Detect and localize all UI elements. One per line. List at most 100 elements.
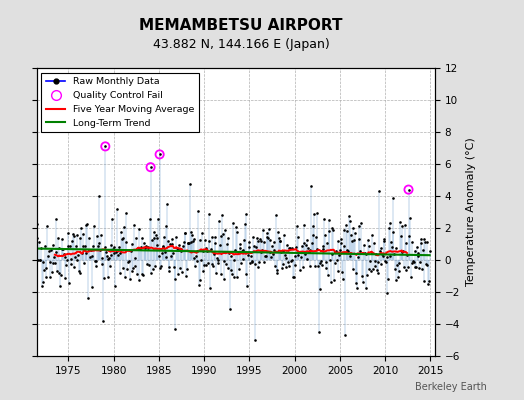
Point — [206, 246, 215, 252]
Point — [125, 258, 134, 264]
Point — [346, 253, 355, 260]
Point — [63, 257, 71, 263]
Point — [110, 250, 118, 256]
Point — [152, 242, 161, 248]
Point — [102, 249, 110, 255]
Point — [51, 216, 60, 222]
Point — [96, 232, 105, 238]
Point — [324, 216, 333, 223]
Point — [310, 211, 319, 217]
Point — [307, 183, 315, 190]
Point — [381, 258, 389, 264]
Point — [415, 265, 423, 271]
Point — [401, 239, 410, 246]
Point — [309, 223, 317, 230]
Point — [395, 260, 403, 266]
Point — [347, 232, 355, 238]
Point — [280, 232, 288, 238]
Point — [153, 234, 161, 241]
Point — [399, 248, 408, 254]
Point — [151, 232, 160, 238]
Point — [144, 244, 152, 250]
Point — [36, 257, 44, 263]
Point — [150, 228, 159, 235]
Point — [326, 279, 335, 285]
Point — [217, 233, 226, 239]
Point — [323, 240, 331, 246]
Point — [409, 257, 417, 264]
Point — [204, 211, 213, 218]
Point — [249, 234, 257, 240]
Point — [333, 238, 342, 244]
Point — [373, 267, 381, 274]
Point — [405, 186, 413, 193]
Point — [364, 237, 372, 244]
Point — [66, 243, 74, 250]
Point — [239, 247, 247, 253]
Point — [228, 271, 236, 277]
Point — [166, 240, 174, 247]
Point — [283, 259, 292, 265]
Point — [50, 254, 58, 260]
Point — [215, 218, 223, 224]
Point — [421, 239, 429, 246]
Point — [309, 232, 318, 238]
Point — [34, 257, 42, 264]
Point — [378, 251, 386, 257]
Point — [386, 220, 394, 226]
Point — [314, 263, 322, 270]
Point — [288, 245, 297, 251]
Point — [56, 283, 64, 290]
Point — [72, 243, 80, 249]
Point — [293, 234, 302, 240]
Point — [158, 250, 166, 256]
Point — [363, 272, 371, 278]
Point — [374, 270, 383, 276]
Point — [123, 266, 132, 273]
Point — [374, 258, 382, 265]
Point — [194, 282, 203, 288]
Point — [362, 250, 370, 257]
Point — [213, 257, 222, 264]
Point — [117, 229, 125, 235]
Point — [241, 221, 249, 227]
Point — [31, 253, 39, 259]
Point — [326, 257, 334, 264]
Point — [360, 242, 368, 248]
Point — [48, 269, 56, 276]
Text: MEMAMBETSU AIRPORT: MEMAMBETSU AIRPORT — [139, 18, 343, 33]
Point — [384, 276, 392, 282]
Point — [57, 245, 66, 252]
Point — [145, 261, 153, 268]
Point — [177, 248, 185, 254]
Point — [172, 234, 180, 240]
Point — [155, 253, 163, 260]
Point — [192, 253, 200, 259]
Point — [51, 259, 59, 266]
Point — [201, 237, 209, 243]
Point — [417, 236, 425, 242]
Point — [361, 249, 369, 256]
Point — [412, 264, 420, 270]
Point — [33, 235, 41, 242]
Point — [83, 221, 91, 228]
Point — [53, 234, 62, 241]
Point — [220, 276, 228, 282]
Point — [57, 272, 65, 278]
Point — [101, 143, 110, 150]
Point — [367, 268, 375, 274]
Point — [175, 242, 183, 248]
Point — [147, 270, 156, 276]
Point — [358, 279, 367, 285]
Point — [157, 263, 166, 270]
Point — [216, 271, 225, 277]
Point — [99, 318, 107, 324]
Point — [49, 259, 58, 266]
Point — [141, 244, 149, 251]
Point — [112, 249, 120, 256]
Point — [273, 270, 281, 276]
Point — [185, 240, 193, 246]
Point — [135, 277, 144, 284]
Point — [88, 284, 96, 290]
Point — [368, 232, 377, 238]
